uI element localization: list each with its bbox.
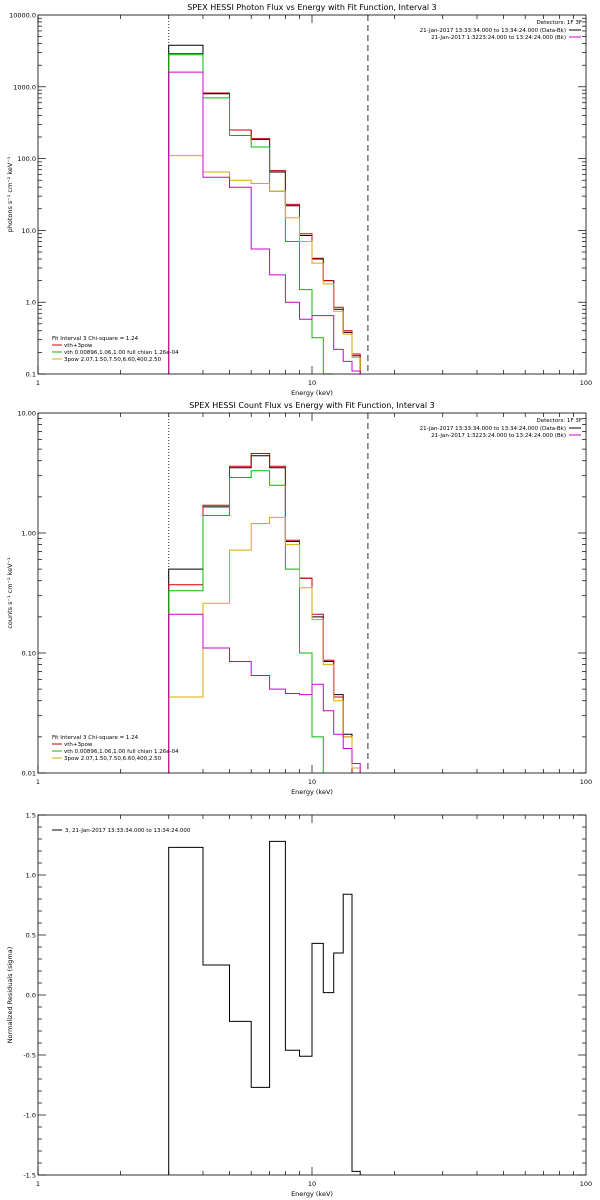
legend-bottomleft-entry: vth 0.00896,1.06,1.00 full chian 1.26e-0…: [64, 749, 179, 755]
chart-title: SPEX HESSI Count Flux vs Energy with Fit…: [189, 401, 434, 410]
series-5-line: [168, 71, 361, 374]
x-tick-label: 1: [36, 1180, 40, 1188]
x-tick-label: 1: [36, 379, 40, 387]
x-tick-label: 10: [308, 778, 316, 786]
legend-detectors: Detectors: 1F 3F: [536, 418, 582, 424]
y-tick-label: 10.00: [17, 410, 36, 418]
y-tick-label: 1.5: [26, 812, 36, 820]
y-tick-label: 0.5: [26, 932, 36, 940]
y-tick-label: 1.00: [22, 530, 36, 538]
y-axis-label: photons s⁻¹ cm⁻² keV⁻¹: [6, 156, 14, 232]
legend-topright-entry: 21-Jan-2017 13:33:34.000 to 13:34:24.000…: [420, 426, 566, 432]
y-tick-label: 0.01: [22, 770, 36, 778]
series-5-line: [168, 613, 361, 773]
x-tick-label: 100: [580, 1180, 592, 1188]
x-tick-label: 10: [308, 1180, 316, 1188]
series-2-line: [168, 453, 353, 773]
y-tick-label: 0.10: [22, 650, 36, 658]
y-tick-label: 1000.0: [13, 83, 36, 91]
y-axis-label: Normalized Residuals (sigma): [6, 947, 14, 1044]
series-1-line: [168, 455, 353, 773]
legend-topright-entry: 21-Jan-2017 1:3223:24.000 to 13:24:24.00…: [431, 433, 566, 439]
y-tick-label: 0.0: [26, 992, 36, 1000]
x-tick-label: 100: [580, 379, 592, 387]
legend-bottomleft-entry: vth+3pow: [64, 742, 93, 748]
y-tick-label: -1.5: [23, 1172, 36, 1180]
series-2-line: [168, 53, 361, 374]
legend-topright-entry: 21-Jan-2017 1:3223:24.000 to 13:24:24.00…: [431, 35, 566, 41]
legend-fit-interval: Fit Interval 3 Chi-square = 1.24: [52, 336, 139, 342]
legend-bottomleft-entry: vth 0.00896,1.06,1.00 full chian 1.26e-0…: [64, 350, 179, 356]
plot-frame: [37, 814, 587, 1176]
y-tick-label: 100.0: [17, 155, 36, 163]
legend-detectors: Detectors: 1F 3F: [536, 20, 582, 26]
series-1-line: [168, 840, 361, 1175]
series-1-line: [168, 44, 361, 374]
legend-fit-interval: Fit Interval 3 Chi-square = 1.24: [52, 735, 139, 741]
x-axis-label: Energy (keV): [291, 788, 333, 796]
y-axis-label: counts s⁻¹ cm⁻² keV⁻¹: [6, 557, 14, 629]
y-tick-label: -1.0: [23, 1112, 36, 1120]
chart-title: SPEX HESSI Photon Flux vs Energy with Fi…: [187, 3, 437, 12]
series-3-line: [168, 470, 324, 773]
x-axis-label: Energy (keV): [291, 1190, 333, 1198]
legend-bottomleft-entry: vth+3pow: [64, 343, 93, 349]
x-tick-label: 1: [36, 778, 40, 786]
series-4-line: [168, 516, 361, 773]
series-4-line: [168, 155, 361, 374]
legend-residual-entry: 3, 21-Jan-2017 13:33:34.000 to 13:34:24.…: [65, 828, 191, 834]
y-tick-label: 1.0: [26, 299, 36, 307]
legend-topright-entry: 21-Jan-2017 13:33:34.000 to 13:34:24.000…: [420, 28, 566, 34]
y-tick-label: 0.1: [26, 371, 36, 379]
plot-frame: [37, 412, 587, 774]
y-tick-label: 1.0: [26, 872, 36, 880]
y-tick-label: -0.5: [23, 1052, 36, 1060]
chart-panel-3: 1 10 100 Energy (keV) -1.5 -1.0 -0.5 0.0 0.5 1.0 1…: [6, 812, 592, 1199]
x-tick-label: 10: [308, 379, 316, 387]
y-tick-label: 10.0: [22, 227, 36, 235]
legend-bottomleft-entry: 3pow 2.07,1.50,7.50,6.60,400,2.50: [64, 756, 162, 762]
y-tick-label: 10000.0: [9, 12, 36, 20]
plot-frame: [37, 14, 587, 375]
x-axis-label: Energy (keV): [291, 389, 333, 397]
chart-panel-1: SPEX HESSI Photon Flux vs Energy with Fi…: [6, 3, 592, 397]
chart-panel-2: SPEX HESSI Count Flux vs Energy with Fit…: [6, 401, 592, 796]
legend-bottomleft-entry: 3pow 2.07,1.50,7.50,6.60,400,2.50: [64, 357, 162, 363]
x-tick-label: 100: [580, 778, 592, 786]
